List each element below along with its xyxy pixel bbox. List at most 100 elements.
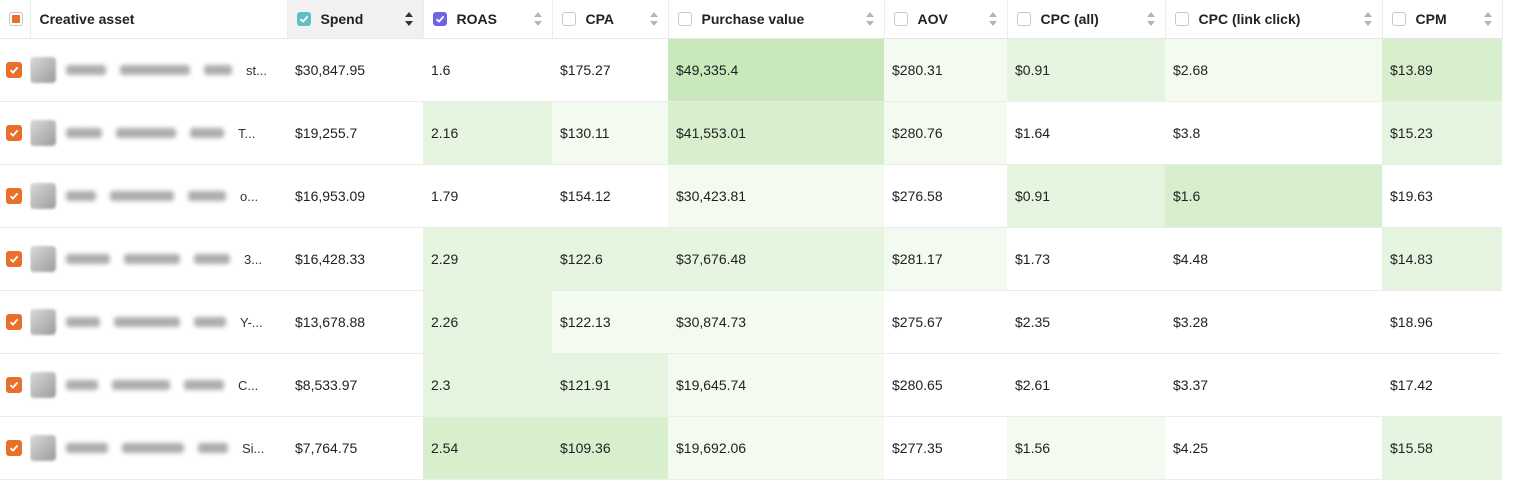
check-icon — [9, 318, 19, 326]
creative-thumbnail — [30, 183, 56, 209]
creative-name: C... — [238, 377, 259, 393]
aov-cell: $277.35 — [884, 416, 1007, 480]
aov-column-checkbox[interactable] — [893, 12, 908, 26]
cpa-cell: $121.91 — [552, 353, 668, 417]
sort-icon[interactable] — [865, 12, 874, 26]
cpm-column-checkbox[interactable] — [1391, 12, 1406, 26]
creative-asset-cell[interactable]: C... — [30, 353, 287, 417]
redacted-text — [66, 65, 106, 75]
column-header-purchase-value[interactable]: Purchase value — [668, 0, 885, 39]
creative-asset-cell[interactable]: 3... — [30, 227, 287, 291]
row-select-cell — [0, 353, 30, 417]
cpc-all-column-checkbox[interactable] — [1016, 12, 1031, 26]
redacted-text — [110, 191, 174, 201]
redacted-text — [66, 254, 110, 264]
redacted-text — [124, 254, 180, 264]
sort-icon[interactable] — [1146, 12, 1155, 26]
creative-name: o... — [240, 188, 259, 204]
redacted-text — [194, 317, 226, 327]
column-header-cpa[interactable]: CPA — [552, 0, 669, 39]
purchase-value-cell: $37,676.48 — [668, 227, 884, 291]
select-all-checkbox[interactable] — [9, 12, 23, 26]
redacted-text — [204, 65, 232, 75]
column-label: ROAS — [456, 11, 497, 27]
check-icon — [9, 381, 19, 389]
redacted-text — [120, 65, 190, 75]
cpa-column-checkbox[interactable] — [561, 12, 576, 26]
row-select-cell — [0, 164, 30, 228]
table-row[interactable]: st... $30,847.95 1.6 $175.27 $49,335.4 $… — [0, 38, 1502, 102]
cpm-cell: $15.58 — [1382, 416, 1502, 480]
sort-icon[interactable] — [404, 12, 413, 26]
cpc-all-cell: $0.91 — [1007, 38, 1165, 102]
purchase-value-column-checkbox[interactable] — [677, 12, 692, 26]
redacted-text — [198, 443, 228, 453]
redacted-text — [66, 317, 100, 327]
purchase-value-cell: $41,553.01 — [668, 101, 884, 165]
spend-cell: $8,533.97 — [287, 353, 423, 417]
table-row[interactable]: Si... $7,764.75 2.54 $109.36 $19,692.06 … — [0, 416, 1502, 480]
creative-asset-cell[interactable]: T... — [30, 101, 287, 165]
roas-cell: 2.26 — [423, 290, 552, 354]
creative-asset-cell[interactable]: Si... — [30, 416, 287, 480]
column-label: AOV — [917, 11, 948, 27]
redacted-text — [122, 443, 184, 453]
spend-column-checkbox[interactable] — [296, 12, 311, 26]
row-checkbox[interactable] — [6, 251, 22, 267]
purchase-value-cell: $19,645.74 — [668, 353, 884, 417]
creative-asset-cell[interactable]: Y-... — [30, 290, 287, 354]
table-row[interactable]: T... $19,255.7 2.16 $130.11 $41,553.01 $… — [0, 101, 1502, 165]
creative-name: T... — [238, 125, 256, 141]
creative-thumbnail — [30, 435, 56, 461]
roas-cell: 1.6 — [423, 38, 552, 102]
column-header-spend[interactable]: Spend — [287, 0, 424, 39]
redacted-text — [194, 254, 230, 264]
cpc-all-cell: $2.35 — [1007, 290, 1165, 354]
purchase-value-cell: $30,423.81 — [668, 164, 884, 228]
column-header-roas[interactable]: ROAS — [423, 0, 553, 39]
row-checkbox[interactable] — [6, 125, 22, 141]
table-row[interactable]: 3... $16,428.33 2.29 $122.6 $37,676.48 $… — [0, 227, 1502, 291]
cpm-cell: $14.83 — [1382, 227, 1502, 291]
check-icon — [9, 192, 19, 200]
roas-cell: 2.3 — [423, 353, 552, 417]
cpm-cell: $18.96 — [1382, 290, 1502, 354]
row-checkbox[interactable] — [6, 377, 22, 393]
aov-cell: $280.76 — [884, 101, 1007, 165]
sort-icon[interactable] — [988, 12, 997, 26]
row-checkbox[interactable] — [6, 188, 22, 204]
creative-asset-cell[interactable]: st... — [30, 38, 287, 102]
table-row[interactable]: Y-... $13,678.88 2.26 $122.13 $30,874.73… — [0, 290, 1502, 354]
row-checkbox[interactable] — [6, 440, 22, 456]
row-checkbox[interactable] — [6, 314, 22, 330]
table-row[interactable]: C... $8,533.97 2.3 $121.91 $19,645.74 $2… — [0, 353, 1502, 417]
roas-cell: 2.29 — [423, 227, 552, 291]
roas-column-checkbox[interactable] — [432, 12, 447, 26]
check-icon — [9, 129, 19, 137]
check-icon — [9, 444, 19, 452]
cpc-link-column-checkbox[interactable] — [1174, 12, 1189, 26]
row-checkbox[interactable] — [6, 62, 22, 78]
sort-icon[interactable] — [1483, 12, 1492, 26]
column-header-aov[interactable]: AOV — [884, 0, 1008, 39]
cpc-link-cell: $2.68 — [1165, 38, 1382, 102]
roas-cell: 2.54 — [423, 416, 552, 480]
sort-icon[interactable] — [649, 12, 658, 26]
column-header-cpc-link-click[interactable]: CPC (link click) — [1165, 0, 1383, 39]
aov-cell: $276.58 — [884, 164, 1007, 228]
sort-icon[interactable] — [533, 12, 542, 26]
column-label: CPC (link click) — [1198, 11, 1301, 27]
cpm-cell: $15.23 — [1382, 101, 1502, 165]
column-label: CPM — [1415, 11, 1447, 27]
column-header-creative-asset[interactable]: Creative asset — [30, 0, 288, 39]
table-header-row: Creative asset Spend ROAS — [0, 0, 1503, 39]
column-label: CPC (all) — [1040, 11, 1099, 27]
creative-asset-cell[interactable]: o... — [30, 164, 287, 228]
sort-icon[interactable] — [1363, 12, 1372, 26]
cpc-link-cell: $3.8 — [1165, 101, 1382, 165]
purchase-value-cell: $19,692.06 — [668, 416, 884, 480]
table-row[interactable]: o... $16,953.09 1.79 $154.12 $30,423.81 … — [0, 164, 1502, 228]
creative-name: Y-... — [240, 314, 263, 330]
column-header-cpm[interactable]: CPM — [1382, 0, 1503, 39]
column-header-cpc-all[interactable]: CPC (all) — [1007, 0, 1166, 39]
